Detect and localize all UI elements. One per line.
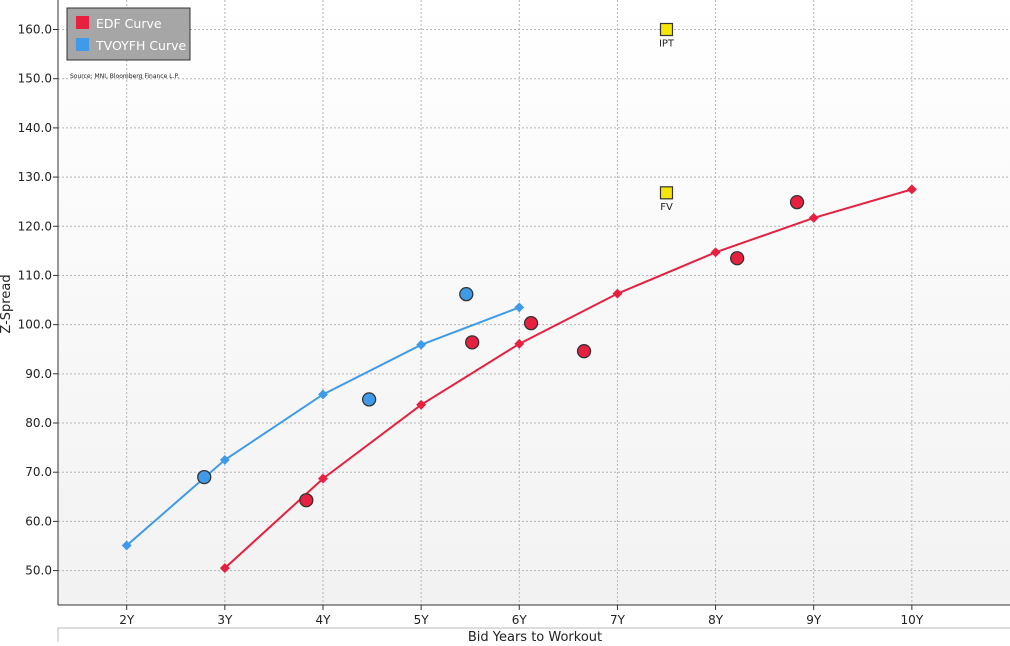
plot-background — [58, 0, 1010, 605]
y-tick-label: 120.0 — [18, 219, 52, 233]
y-tick-label: 130.0 — [18, 170, 52, 184]
edf-curve-point — [612, 288, 623, 299]
x-tick-label: 6Y — [512, 613, 528, 627]
x-tick-label: 8Y — [708, 613, 724, 627]
source-note: Source: MNI, Bloomberg Finance L.P. — [70, 73, 179, 80]
annotation-label: FV — [660, 202, 673, 213]
grid-lines — [58, 0, 1010, 605]
edf-bond-point — [523, 316, 539, 331]
x-tick-label: 9Y — [806, 613, 822, 627]
x-tick-label: 10Y — [901, 613, 924, 627]
bond-points — [197, 195, 805, 508]
legend-label-tvoyfh: TVOYFH Curve — [95, 38, 187, 53]
tvoyfh-curve-point — [318, 389, 328, 400]
x-tick-label: 2Y — [119, 613, 135, 627]
edf-bond-point — [299, 493, 314, 508]
annotations: IPT FV — [659, 22, 675, 213]
x-axis-title: Bid Years to Workout — [468, 630, 602, 642]
tvoyfh-curve-point — [121, 540, 132, 551]
y-tick-label: 80.0 — [25, 416, 52, 430]
edf-bond-point — [730, 251, 745, 266]
tvoyfh-bond-point — [361, 392, 377, 407]
edf-curve-point — [514, 338, 525, 349]
annotation-label: IPT — [659, 39, 675, 50]
legend-label-edf: EDF Curve — [96, 16, 162, 31]
edf-curve-point — [808, 212, 819, 223]
edf-curve-point — [219, 563, 230, 574]
axes — [57, 0, 1010, 642]
y-tick-label: 140.0 — [18, 121, 52, 135]
edf-bond-point — [789, 195, 805, 210]
edf-curve-point — [710, 247, 721, 258]
y-tick-label: 90.0 — [25, 367, 52, 381]
edf-curve-point — [416, 399, 427, 410]
y-tick-label: 70.0 — [25, 465, 52, 479]
x-tick-label: 5Y — [414, 613, 430, 627]
y-tick-label: 100.0 — [18, 318, 52, 332]
edf-bond-point — [465, 335, 480, 350]
x-tick-label: 3Y — [217, 613, 233, 627]
y-tick-label: 60.0 — [25, 514, 52, 528]
tvoyfh-curve-point — [514, 302, 525, 313]
edf-curve-point — [906, 184, 917, 195]
y-tick-label: 160.0 — [18, 23, 52, 37]
y-axis-title: Z-Spread — [0, 274, 14, 333]
tick-labels: 2Y 3Y 4Y 5Y 6Y 7Y 8Y 9Y 10Y 50.0 60.0 70.0 80.0 90.0 1… — [18, 23, 924, 627]
legend-swatch-tvoyfh — [76, 38, 89, 51]
annotation-marker — [659, 186, 674, 200]
annotation-marker — [659, 22, 674, 37]
tvoyfh-curve-point — [219, 454, 230, 465]
series — [121, 184, 917, 574]
tvoyfh-bond-point — [197, 469, 212, 485]
x-tick-label: 7Y — [610, 613, 626, 627]
x-tick-label: 4Y — [316, 613, 332, 627]
tvoyfh-curve-point — [416, 339, 427, 350]
y-tick-label: 50.0 — [25, 564, 52, 578]
edf-curve-line — [224, 188, 913, 569]
y-tick-label: 150.0 — [18, 72, 52, 86]
legend-swatch-edf — [76, 16, 89, 29]
legend[interactable]: EDF Curve TVOYFH Curve — [66, 7, 191, 61]
edf-curve-point — [318, 473, 328, 484]
tvoyfh-bond-point — [459, 286, 474, 302]
y-tick-label: 110.0 — [18, 268, 52, 282]
edf-bond-point — [576, 344, 592, 359]
